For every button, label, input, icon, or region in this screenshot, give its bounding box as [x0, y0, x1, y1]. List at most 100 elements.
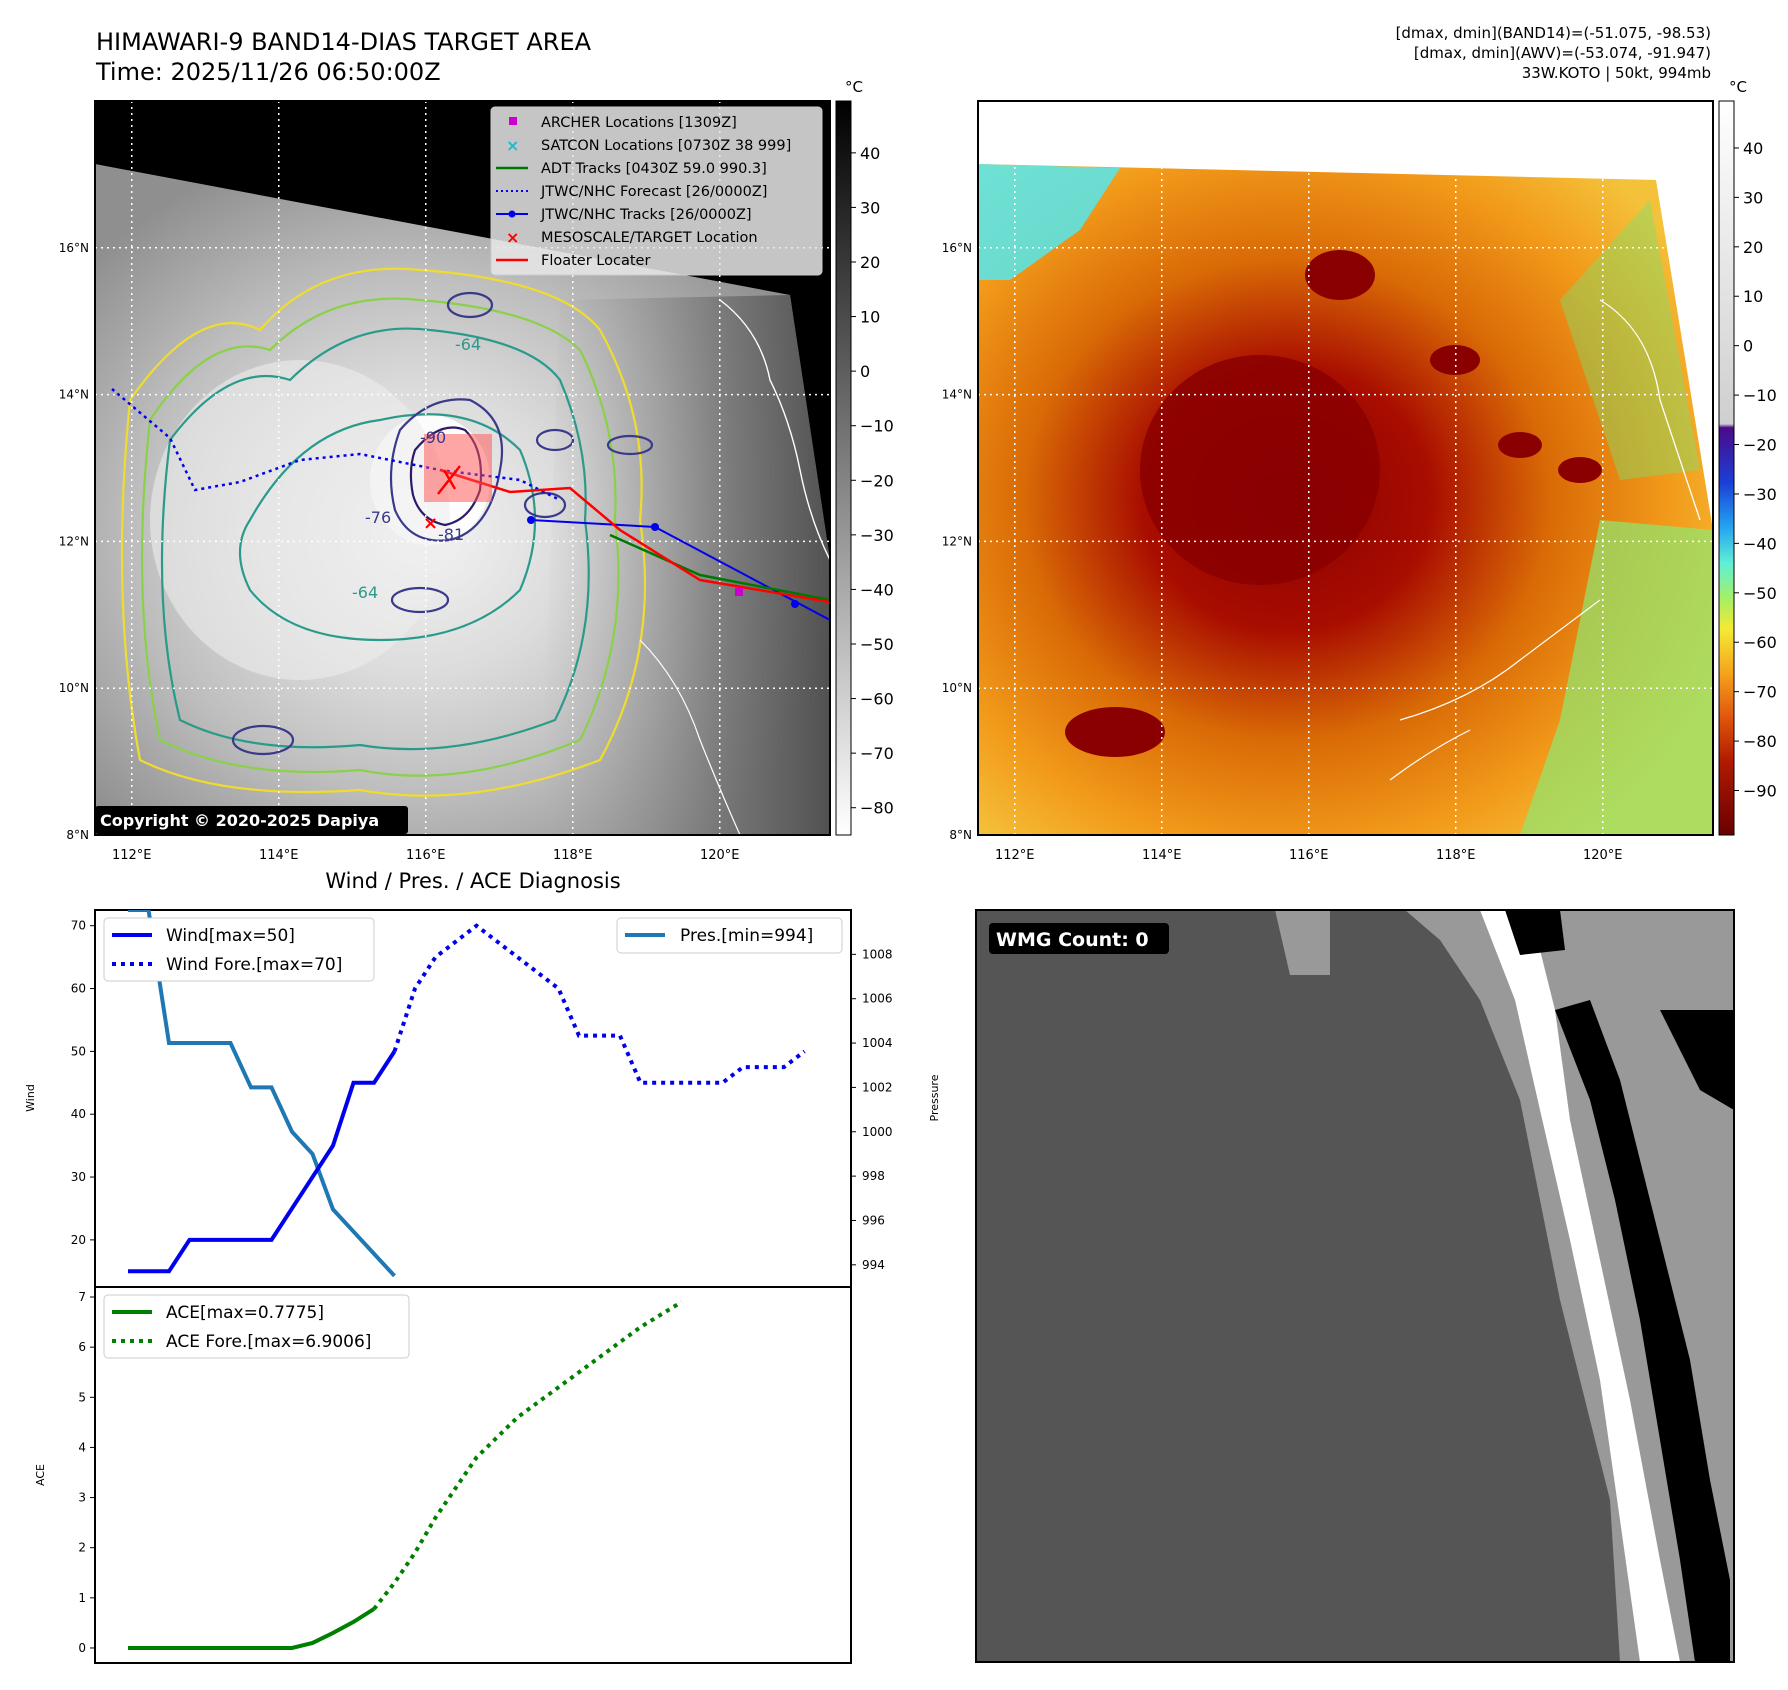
contour-label: -64	[455, 335, 481, 354]
colorbar-tick-label: −20	[1743, 436, 1777, 455]
jtwc-track-point	[651, 523, 659, 531]
stats-band14: [dmax, dmin](BAND14)=(-51.075, -98.53)	[1396, 24, 1711, 42]
legend-marker	[508, 210, 516, 218]
colorbar-tick-label: 20	[860, 253, 880, 272]
map2-gridlines	[978, 101, 1713, 835]
colorbar-awv: °C 40 30 20 10 0 −10 −20 −30 −40 −50 −60 −70 −80 −90	[1718, 78, 1777, 836]
pressure-tick-label: 1006	[862, 992, 893, 1006]
lat-tick-label: 16°N	[59, 241, 89, 255]
map-legend: ARCHER Locations [1309Z] × SATCON Location…	[490, 106, 823, 276]
legend-pres: Pres.[min=994]	[680, 926, 813, 946]
copyright: Copyright © 2020-2025 Dapiya	[100, 811, 379, 830]
floater-locater-track	[439, 468, 830, 604]
legend-label: SATCON Locations [0730Z 38 999]	[541, 138, 791, 154]
lon-tick-label: 114°E	[259, 848, 299, 863]
colorbar-tick-label: −40	[860, 580, 894, 599]
wind-tick-label: 50	[71, 1044, 86, 1058]
lat-tick-label: 12°N	[942, 534, 972, 548]
map2-axes: 112°E 114°E 116°E 118°E 120°E 16°N 14°N 12°N 10°…	[942, 241, 1623, 863]
ace-legend	[103, 1294, 410, 1359]
lat-tick-label: 16°N	[942, 241, 972, 255]
lat-tick-label: 10°N	[942, 681, 972, 695]
contour-label: -76	[365, 508, 391, 527]
lon-tick-label: 120°E	[700, 848, 740, 863]
contour-label: -90	[420, 428, 446, 447]
legend-label: ADT Tracks [0430Z 59.0 990.3]	[541, 161, 767, 177]
archer-marker	[735, 588, 743, 596]
lon-tick-label: 118°E	[553, 848, 593, 863]
colorbar-tick-label: −10	[1743, 386, 1777, 405]
chart-title: HIMAWARI-9 BAND14-DIAS TARGET AREA	[96, 28, 592, 56]
colorbar-tick-label: −80	[860, 799, 894, 818]
colorbar-tick-label: −60	[1743, 633, 1777, 652]
lon-tick-label: 116°E	[406, 848, 446, 863]
pressure-axis-label: Pressure	[928, 1074, 941, 1121]
wind-axis-label: Wind	[24, 1084, 37, 1112]
wind-tick-label: 20	[71, 1233, 86, 1247]
wind-forecast-line	[392, 923, 806, 1085]
legend-marker	[509, 117, 517, 125]
lat-tick-label: 12°N	[59, 534, 89, 548]
lat-tick-label: 8°N	[949, 828, 972, 842]
colorbar-tick-label: −40	[1743, 534, 1777, 553]
colorbar-tick-label: −50	[860, 635, 894, 654]
pressure-tick-label: 1000	[862, 1125, 893, 1139]
lon-tick-label: 112°E	[112, 848, 152, 863]
pressure-legend	[616, 917, 843, 954]
legend-label: Floater Locater	[541, 253, 650, 269]
colorbar-unit: °C	[1729, 78, 1747, 96]
diagnosis-title: Wind / Pres. / ACE Diagnosis	[325, 869, 620, 893]
wmg-panel: WMG Count: 0	[975, 909, 1735, 1663]
colorbar-tick-label: −30	[860, 526, 894, 545]
colorbar-tick-label: 20	[1743, 238, 1763, 257]
legend-label: MESOSCALE/TARGET Location	[541, 230, 758, 246]
wmg-count: WMG Count: 0	[996, 929, 1149, 951]
legend-marker: ×	[506, 136, 519, 155]
wind-tick-label: 40	[71, 1107, 86, 1121]
lat-tick-label: 14°N	[59, 388, 89, 402]
colorbar-tick-label: 10	[1743, 287, 1763, 306]
adt-track	[609, 533, 830, 602]
colorbar-tick-label: 30	[1743, 188, 1763, 207]
ace-chart: 7 6 5 4 3 2 1 0 ACE ACE[max=0.7775] ACE Fore.[m…	[34, 1286, 852, 1664]
colorbar-tick-label: 30	[860, 198, 880, 217]
ace-tick-label: 1	[78, 1591, 86, 1605]
contour-label: -64	[352, 583, 378, 602]
wind-series-line	[128, 1050, 397, 1274]
legend-marker: ×	[506, 228, 519, 247]
lon-tick-label: 118°E	[1436, 848, 1476, 863]
legend-wind-fore: Wind Fore.[max=70]	[166, 955, 342, 975]
floater-marker	[437, 465, 461, 495]
ace-tick-label: 5	[78, 1390, 86, 1404]
pressure-tick-label: 996	[862, 1213, 885, 1227]
lon-tick-label: 120°E	[1583, 848, 1623, 863]
colorbar-tick-label: 10	[860, 308, 880, 327]
ace-tick-label: 4	[78, 1440, 86, 1454]
pressure-tick-label: 1008	[862, 947, 893, 961]
ace-tick-label: 6	[78, 1340, 86, 1354]
legend-label: JTWC/NHC Forecast [26/0000Z]	[540, 184, 767, 200]
ace-tick-label: 3	[78, 1491, 86, 1505]
colorbar-tick-label: −60	[860, 690, 894, 709]
lat-tick-label: 14°N	[942, 388, 972, 402]
colorbar-tick-label: 40	[1743, 139, 1763, 158]
contour-label: -81	[438, 525, 464, 544]
pressure-tick-label: 998	[862, 1169, 885, 1183]
lat-tick-label: 10°N	[59, 681, 89, 695]
colorbar-tick-label: −70	[860, 744, 894, 763]
band14-map: × -90 -64 -64 -76 -81 ARCHER Locations […	[59, 100, 831, 863]
lon-tick-label: 114°E	[1142, 848, 1182, 863]
stats-storm: 33W.KOTO | 50kt, 994mb	[1522, 64, 1711, 82]
colorbar-band14: °C 40 30 20 10 0 −10 −20 −30 −40 −50 −60 −70 −80	[835, 78, 894, 836]
wind-tick-label: 70	[71, 919, 86, 933]
colorbar-tick-label: −90	[1743, 782, 1777, 801]
colorbar-tick-label: 40	[860, 144, 880, 163]
mesoscale-target-marker: ×	[423, 513, 438, 534]
ace-tick-label: 7	[78, 1290, 86, 1304]
colorbar-tick-label: 0	[860, 362, 870, 381]
ace-tick-label: 0	[78, 1641, 86, 1655]
legend-wind: Wind[max=50]	[166, 926, 295, 946]
jtwc-track-point	[791, 600, 799, 608]
wind-pressure-chart: 70 60 50 40 30 20 1008 1006 1004 1002 1000 998 996 99…	[24, 909, 941, 1288]
